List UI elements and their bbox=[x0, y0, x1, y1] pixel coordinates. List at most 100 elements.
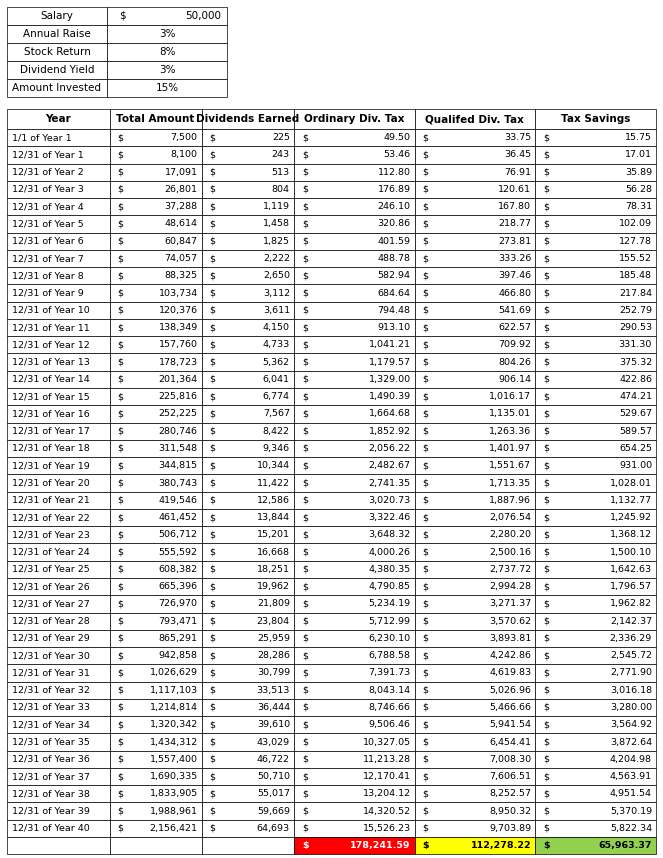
Bar bbox=[109, 164, 202, 181]
Bar bbox=[7, 353, 109, 371]
Text: Total Amount: Total Amount bbox=[117, 114, 195, 124]
Text: 12/31 of Year 23: 12/31 of Year 23 bbox=[12, 530, 90, 540]
Text: 49.50: 49.50 bbox=[384, 133, 410, 142]
Bar bbox=[7, 61, 107, 79]
Text: 3%: 3% bbox=[158, 29, 175, 39]
Bar bbox=[414, 716, 535, 734]
Bar bbox=[535, 543, 656, 561]
Text: $: $ bbox=[210, 772, 215, 781]
Bar bbox=[535, 336, 656, 353]
Text: $: $ bbox=[302, 496, 308, 505]
Text: $: $ bbox=[302, 807, 308, 816]
Bar bbox=[535, 561, 656, 578]
Text: $: $ bbox=[302, 185, 308, 194]
Bar bbox=[414, 336, 535, 353]
Text: 311,548: 311,548 bbox=[158, 444, 198, 453]
Bar bbox=[202, 751, 294, 768]
Text: 2,482.67: 2,482.67 bbox=[369, 462, 410, 470]
Text: $: $ bbox=[210, 479, 215, 487]
Text: $: $ bbox=[422, 772, 428, 781]
Bar bbox=[414, 699, 535, 716]
Text: 225: 225 bbox=[272, 133, 290, 142]
Bar bbox=[7, 716, 109, 734]
Text: $: $ bbox=[543, 789, 549, 798]
Text: $: $ bbox=[210, 513, 215, 522]
Text: 64,693: 64,693 bbox=[257, 824, 290, 833]
Text: 25,959: 25,959 bbox=[257, 634, 290, 643]
Bar bbox=[535, 578, 656, 595]
Text: 12/31 of Year 19: 12/31 of Year 19 bbox=[12, 462, 90, 470]
Text: $: $ bbox=[543, 323, 549, 332]
Text: 12/31 of Year 5: 12/31 of Year 5 bbox=[12, 220, 84, 228]
Text: Qualifed Div. Tax: Qualifed Div. Tax bbox=[426, 114, 524, 124]
Text: 1,852.92: 1,852.92 bbox=[369, 426, 410, 436]
Text: 1,988,961: 1,988,961 bbox=[150, 807, 198, 816]
Text: $: $ bbox=[543, 202, 549, 211]
Text: 380,743: 380,743 bbox=[158, 479, 198, 487]
Text: $: $ bbox=[210, 565, 215, 574]
Bar bbox=[109, 630, 202, 647]
Bar bbox=[294, 371, 414, 388]
Text: $: $ bbox=[543, 582, 549, 591]
Bar bbox=[535, 768, 656, 785]
Text: 4,733: 4,733 bbox=[263, 341, 290, 349]
Bar bbox=[109, 837, 202, 855]
Text: $: $ bbox=[543, 720, 549, 729]
Text: $: $ bbox=[543, 755, 549, 764]
Text: 3,648.32: 3,648.32 bbox=[369, 530, 410, 540]
Bar bbox=[414, 578, 535, 595]
Text: 76.91: 76.91 bbox=[505, 167, 531, 177]
Bar bbox=[414, 768, 535, 785]
Text: $: $ bbox=[543, 133, 549, 142]
Text: 1,041.21: 1,041.21 bbox=[369, 341, 410, 349]
Text: $: $ bbox=[117, 565, 123, 574]
Text: 4,563.91: 4,563.91 bbox=[610, 772, 652, 781]
Bar bbox=[109, 613, 202, 630]
Text: 12/31 of Year 1: 12/31 of Year 1 bbox=[12, 150, 84, 160]
Text: $: $ bbox=[422, 755, 428, 764]
Bar bbox=[294, 819, 414, 837]
Text: 5,712.99: 5,712.99 bbox=[369, 617, 410, 625]
Bar bbox=[7, 734, 109, 751]
Text: $: $ bbox=[117, 617, 123, 625]
Text: $: $ bbox=[422, 341, 428, 349]
Text: 12/31 of Year 39: 12/31 of Year 39 bbox=[12, 807, 90, 816]
Text: 3,564.92: 3,564.92 bbox=[610, 720, 652, 729]
Text: 1,179.57: 1,179.57 bbox=[369, 358, 410, 366]
Bar bbox=[109, 302, 202, 319]
Bar bbox=[109, 734, 202, 751]
Bar bbox=[202, 561, 294, 578]
Text: $: $ bbox=[302, 738, 308, 746]
Text: 488.78: 488.78 bbox=[377, 254, 410, 263]
Bar bbox=[535, 802, 656, 819]
Text: Stock Return: Stock Return bbox=[24, 47, 90, 57]
Text: 15%: 15% bbox=[155, 83, 178, 93]
Text: $: $ bbox=[543, 341, 549, 349]
Text: $: $ bbox=[210, 185, 215, 194]
Text: $: $ bbox=[302, 133, 308, 142]
Bar bbox=[294, 699, 414, 716]
Text: 2,280.20: 2,280.20 bbox=[489, 530, 531, 540]
Text: $: $ bbox=[302, 720, 308, 729]
Bar bbox=[414, 509, 535, 526]
Text: $: $ bbox=[422, 185, 428, 194]
Text: $: $ bbox=[210, 341, 215, 349]
Text: 1,458: 1,458 bbox=[263, 220, 290, 228]
Bar bbox=[294, 647, 414, 664]
Bar bbox=[107, 25, 227, 43]
Text: 33,513: 33,513 bbox=[257, 686, 290, 695]
Bar bbox=[109, 768, 202, 785]
Text: $: $ bbox=[117, 496, 123, 505]
Text: 12/31 of Year 3: 12/31 of Year 3 bbox=[12, 185, 84, 194]
Bar bbox=[109, 353, 202, 371]
Text: $: $ bbox=[543, 496, 549, 505]
Text: 12/31 of Year 17: 12/31 of Year 17 bbox=[12, 426, 90, 436]
Text: $: $ bbox=[543, 150, 549, 160]
Text: $: $ bbox=[422, 668, 428, 678]
Text: $: $ bbox=[210, 202, 215, 211]
Text: 4,204.98: 4,204.98 bbox=[610, 755, 652, 764]
Text: 942,858: 942,858 bbox=[158, 651, 198, 660]
Text: $: $ bbox=[210, 426, 215, 436]
Text: $: $ bbox=[543, 530, 549, 540]
Bar bbox=[535, 388, 656, 405]
